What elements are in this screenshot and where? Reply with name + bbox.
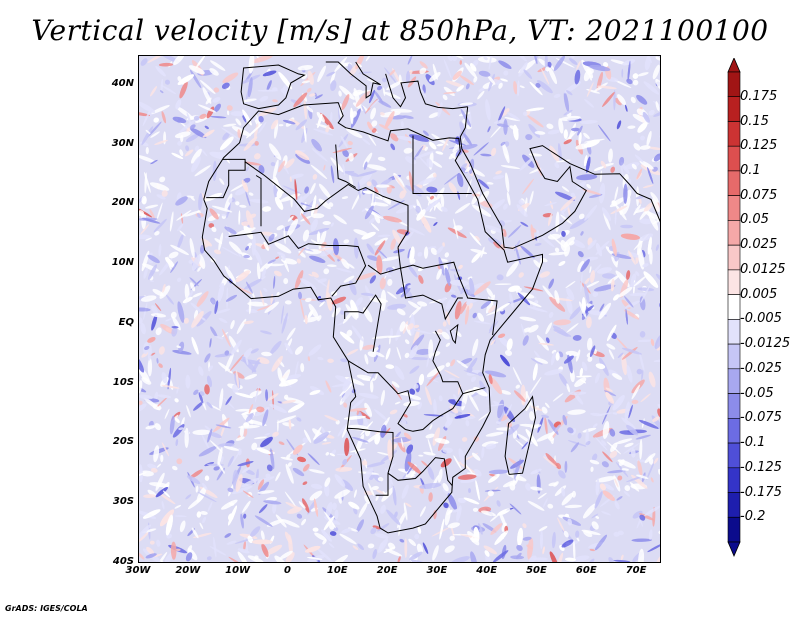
madagascar-coastline bbox=[504, 395, 537, 475]
lon-tick-label: 20W bbox=[175, 565, 201, 576]
lon-tick-label: 30W bbox=[125, 565, 151, 576]
colorbar-tick-label: 0.075 bbox=[740, 187, 778, 203]
lon-tick-label: 0 bbox=[283, 565, 291, 576]
colorbar-segment bbox=[727, 368, 741, 394]
colorbar-segment bbox=[727, 492, 741, 518]
greece-turkey-coastline bbox=[385, 73, 468, 110]
italy-coastline bbox=[325, 61, 381, 99]
lon-tick-label: 10W bbox=[225, 565, 251, 576]
colorbar-top-arrow bbox=[727, 58, 741, 73]
coastlines-and-borders bbox=[201, 61, 660, 534]
colorbar-tick-label: -0.05 bbox=[740, 385, 774, 401]
border-sahel bbox=[228, 231, 367, 297]
colorbar-tick-label: 0.1 bbox=[740, 162, 761, 178]
lat-tick-label: 30N bbox=[111, 137, 134, 149]
colorbar-tick-label: -0.125 bbox=[740, 459, 782, 475]
colorbar-tick-label: 0.15 bbox=[740, 113, 769, 129]
iberia-coastline bbox=[240, 64, 306, 110]
africa-coastline bbox=[201, 102, 543, 534]
colorbar-segment bbox=[727, 195, 741, 221]
colorbar-bottom-arrow bbox=[727, 541, 741, 558]
colorbar-tick-label: -0.175 bbox=[740, 484, 782, 500]
border-southern-central bbox=[347, 360, 486, 432]
colorbar-tick-label: 0.125 bbox=[740, 138, 778, 154]
velocity-field bbox=[139, 56, 660, 562]
border-mali-mauritania bbox=[255, 175, 262, 227]
colorbar-segment bbox=[727, 442, 741, 469]
colorbar-segment bbox=[727, 516, 741, 543]
chart-title: Vertical velocity [m/s] at 850hPa, VT: 2… bbox=[31, 14, 769, 47]
velocity-field-map bbox=[139, 56, 660, 562]
colorbar-segment bbox=[727, 145, 741, 172]
lon-tick-label: 70E bbox=[625, 565, 647, 576]
lon-tick-label: 10E bbox=[326, 565, 348, 576]
lat-tick-label: 10N bbox=[111, 257, 134, 269]
colorbar-segment bbox=[727, 121, 741, 147]
lat-tick-label: 20S bbox=[112, 436, 134, 448]
colorbar-tick-label: -0.005 bbox=[740, 311, 782, 327]
colorbar-tick-label: 0.0125 bbox=[740, 261, 786, 277]
colorbar-segment bbox=[727, 417, 741, 444]
border-south-africa bbox=[387, 457, 453, 487]
colorbar-tick-label: 0.05 bbox=[740, 212, 769, 228]
colorbar-tick-label: 0.005 bbox=[740, 286, 778, 302]
colorbar-segment bbox=[727, 96, 741, 122]
colorbar-tick-label: -0.0125 bbox=[740, 336, 791, 352]
border-algeria-libya bbox=[335, 144, 356, 188]
colorbar-segment bbox=[727, 467, 741, 493]
colorbar-segment bbox=[727, 71, 741, 98]
colorbar-tick-label: -0.2 bbox=[740, 509, 766, 525]
lat-tick-label: 40N bbox=[111, 77, 134, 89]
border-sudan-ethiopia bbox=[397, 247, 498, 336]
arabia-coastline bbox=[459, 106, 660, 249]
map-panel bbox=[138, 55, 661, 563]
colorbar-tick-label: -0.1 bbox=[740, 435, 766, 451]
colorbar-segment bbox=[727, 220, 741, 246]
lon-tick-label: 60E bbox=[575, 565, 597, 576]
lon-tick-label: 40E bbox=[476, 565, 498, 576]
border-central-africa bbox=[367, 264, 463, 321]
lon-tick-label: 50E bbox=[526, 565, 547, 576]
colorbar-segment bbox=[727, 319, 741, 345]
border-congo bbox=[344, 294, 382, 352]
colorbar-segment bbox=[727, 343, 741, 370]
colorbar-tick-label: 0.175 bbox=[740, 88, 778, 104]
colorbar-tick-label: -0.025 bbox=[740, 360, 782, 376]
colorbar-segment bbox=[727, 244, 741, 271]
lat-tick-label: 40S bbox=[112, 556, 134, 567]
lat-tick-label: 20N bbox=[111, 197, 134, 209]
lon-tick-label: 20E bbox=[376, 565, 398, 576]
colorbar-tick-label: 0.025 bbox=[740, 237, 778, 253]
lat-tick-label: EQ bbox=[118, 316, 134, 328]
lake-victoria-outline bbox=[449, 323, 459, 345]
border-egypt bbox=[412, 135, 472, 194]
colorbar-tick-label: -0.075 bbox=[740, 410, 782, 426]
lat-tick-label: 30S bbox=[112, 496, 134, 508]
colorbar-segment bbox=[727, 393, 741, 419]
credit-text: GrADS: IGES/COLA bbox=[5, 604, 88, 613]
colorbar-segment bbox=[727, 269, 741, 295]
colorbar-segment bbox=[727, 170, 741, 196]
border-sahara-states bbox=[244, 161, 409, 248]
lon-tick-label: 30E bbox=[426, 565, 448, 576]
lat-tick-label: 10S bbox=[112, 376, 134, 388]
colorbar-segment bbox=[727, 294, 741, 320]
border-namibia bbox=[347, 427, 394, 496]
border-great-lakes bbox=[432, 330, 464, 394]
border-western-sahara bbox=[206, 158, 246, 199]
colorbar bbox=[727, 58, 741, 558]
